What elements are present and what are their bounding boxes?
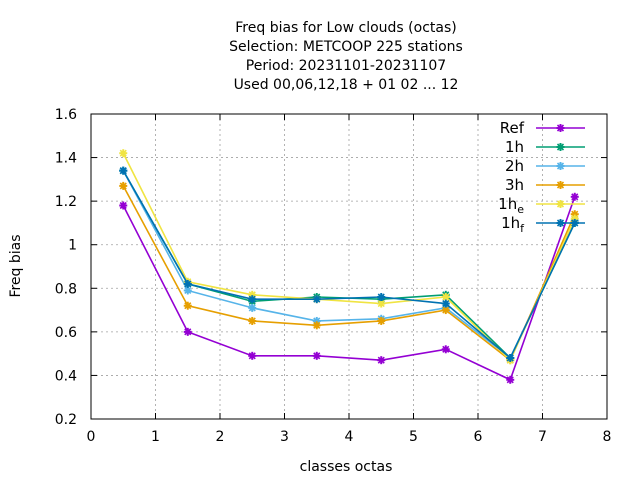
legend-marker bbox=[556, 181, 565, 189]
y-tick-label: 1.6 bbox=[55, 107, 77, 123]
data-point bbox=[312, 321, 321, 330]
y-axis-label: Freq bias bbox=[8, 234, 24, 297]
y-tick-label: 1.2 bbox=[55, 194, 77, 210]
legend-item: 2h bbox=[505, 157, 585, 175]
data-point bbox=[119, 181, 128, 190]
series-line bbox=[122, 196, 576, 381]
x-axis-label: classes octas bbox=[300, 459, 393, 475]
legend-item: 1h bbox=[505, 138, 585, 156]
data-point bbox=[119, 166, 128, 175]
legend-label: 1hf bbox=[501, 214, 525, 235]
series-3 bbox=[119, 181, 579, 365]
data-point bbox=[248, 295, 257, 304]
y-tick-label: 1 bbox=[68, 238, 77, 254]
data-point bbox=[312, 351, 321, 360]
x-tick-label: 1 bbox=[151, 429, 160, 445]
x-tick-label: 5 bbox=[409, 429, 418, 445]
series-group bbox=[119, 149, 579, 384]
data-point bbox=[441, 306, 450, 315]
legend-item: 3h bbox=[505, 176, 585, 194]
data-point bbox=[183, 279, 192, 288]
series-line bbox=[122, 170, 576, 360]
title-line-3: Period: 20231101-20231107 bbox=[246, 58, 446, 74]
x-tick-label: 7 bbox=[538, 429, 547, 445]
data-point bbox=[183, 301, 192, 310]
data-point bbox=[441, 299, 450, 308]
data-point bbox=[312, 295, 321, 304]
y-tick-label: 0.2 bbox=[55, 412, 77, 428]
legend-subscript: f bbox=[520, 222, 525, 235]
legend-label: Ref bbox=[500, 119, 525, 137]
title-line-4: Used 00,06,12,18 + 01 02 ... 12 bbox=[234, 77, 459, 93]
legend-marker bbox=[556, 219, 565, 227]
legend-subscript: e bbox=[517, 203, 524, 216]
y-tick-label: 0.4 bbox=[55, 368, 77, 384]
data-point bbox=[441, 345, 450, 354]
x-tick-label: 4 bbox=[345, 429, 354, 445]
legend-label: 1he bbox=[498, 195, 524, 216]
legend-item: 1hf bbox=[501, 214, 585, 235]
y-tick-label: 1.4 bbox=[55, 151, 77, 167]
data-point bbox=[377, 293, 386, 301]
data-point bbox=[248, 303, 257, 312]
data-point bbox=[377, 356, 386, 365]
legend-label: 2h bbox=[505, 157, 524, 175]
data-point bbox=[119, 149, 128, 158]
x-tick-label: 8 bbox=[603, 429, 612, 445]
title-line-2: Selection: METCOOP 225 stations bbox=[229, 39, 463, 55]
y-tick-label: 0.8 bbox=[55, 281, 77, 297]
data-point bbox=[506, 375, 515, 384]
series-0 bbox=[119, 192, 579, 384]
x-tick-label: 2 bbox=[216, 429, 225, 445]
chart-title: Freq bias for Low clouds (octas) Selecti… bbox=[229, 20, 463, 93]
axis-ticks: 0 1 2 3 4 5 6 7 8 0.2 0.4 0.6 0.8 1 1.2 1.4 1.6 bbox=[55, 107, 612, 445]
legend-marker bbox=[556, 143, 565, 151]
data-point bbox=[119, 201, 128, 210]
data-point bbox=[248, 316, 257, 325]
title-line-1: Freq bias for Low clouds (octas) bbox=[235, 20, 456, 36]
grid bbox=[91, 114, 607, 419]
legend-label: 1h bbox=[505, 138, 524, 156]
data-point bbox=[377, 316, 386, 325]
series-line bbox=[122, 185, 576, 362]
legend-marker bbox=[556, 124, 565, 132]
series-5 bbox=[119, 166, 579, 362]
y-tick-label: 0.6 bbox=[55, 325, 77, 341]
data-point bbox=[570, 192, 579, 201]
x-tick-label: 0 bbox=[87, 429, 96, 445]
data-point bbox=[506, 354, 515, 362]
x-tick-label: 6 bbox=[474, 429, 483, 445]
x-tick-label: 3 bbox=[280, 429, 289, 445]
legend-label: 3h bbox=[505, 176, 524, 194]
legend-item: Ref bbox=[500, 119, 585, 137]
plot-frame bbox=[90, 113, 608, 420]
legend-marker bbox=[556, 162, 565, 170]
data-point bbox=[183, 327, 192, 336]
legend-marker bbox=[556, 200, 565, 208]
data-point bbox=[248, 351, 257, 360]
